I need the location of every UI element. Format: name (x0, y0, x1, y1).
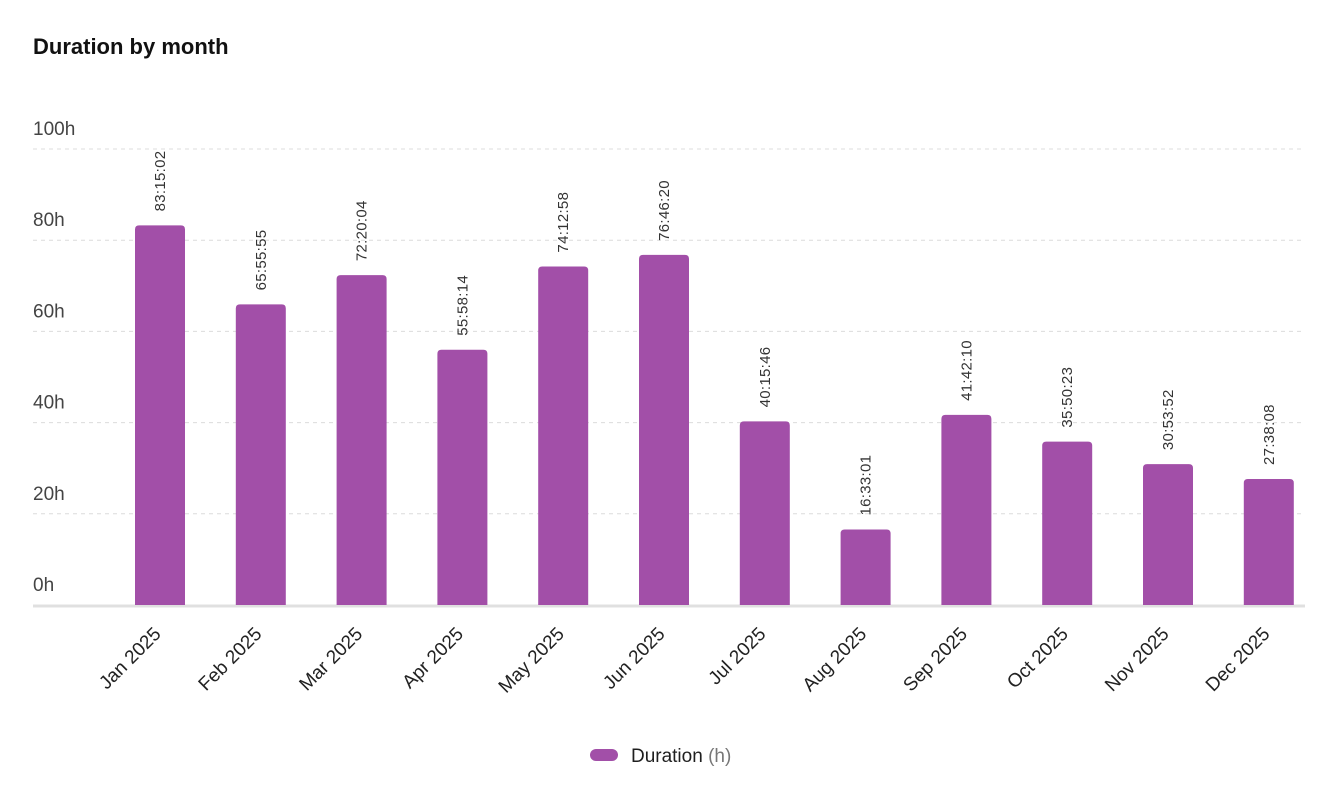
data-label: 72:20:04 (354, 200, 371, 261)
bar (840, 529, 891, 605)
duration-bar-chart: 0h 20h 40h 60h 80h 100h 83:15:02 Jan 2025 65:55:… (33, 119, 1305, 698)
x-tick-label: Feb 2025 (195, 624, 267, 696)
x-tick-label: Jul 2025 (705, 624, 771, 690)
bar (739, 421, 790, 605)
x-tick-label: Oct 2025 (1003, 624, 1072, 693)
bar (1243, 478, 1294, 605)
legend-series-name: Duration (630, 746, 703, 767)
x-tick-label: Dec 2025 (1202, 624, 1274, 696)
x-tick-label: Jan 2025 (95, 624, 165, 694)
bar (1042, 441, 1093, 605)
data-label: 65:55:55 (253, 230, 270, 291)
x-tick-label: Apr 2025 (399, 624, 468, 693)
y-tick-label: 40h (33, 393, 65, 414)
x-tick-label: Aug 2025 (799, 624, 871, 696)
legend[interactable]: Duration (h) (0, 746, 1321, 768)
chart-title: Duration by month (33, 34, 229, 59)
x-tick-label: Nov 2025 (1101, 624, 1173, 696)
data-label: 41:42:10 (958, 340, 975, 401)
bar (538, 266, 589, 605)
y-tick-label: 80h (33, 210, 65, 231)
bar (941, 414, 992, 605)
data-label: 16:33:01 (858, 455, 875, 516)
x-tick-label: Sep 2025 (900, 624, 972, 696)
bar (336, 275, 387, 605)
x-tick-label: May 2025 (495, 624, 569, 698)
data-label: 83:15:02 (152, 151, 169, 212)
data-label: 74:12:58 (555, 192, 572, 253)
bar (639, 254, 689, 605)
data-label: 40:15:46 (757, 347, 774, 408)
data-label: 27:38:08 (1261, 404, 1278, 465)
data-label: 35:50:23 (1059, 367, 1076, 428)
y-tick-label: 60h (33, 301, 65, 322)
data-label: 76:46:20 (656, 180, 673, 241)
x-tick-label: Jun 2025 (599, 624, 669, 694)
bar (1143, 464, 1193, 605)
legend-swatch (589, 748, 618, 761)
bar (135, 225, 185, 605)
y-tick-label: 20h (33, 484, 65, 505)
data-label: 30:53:52 (1160, 389, 1177, 450)
legend-series-unit: (h) (708, 746, 732, 767)
y-tick-label: 0h (33, 575, 54, 596)
x-tick-label: Mar 2025 (296, 624, 368, 696)
bar (437, 349, 488, 605)
bar (235, 304, 286, 605)
y-tick-label: 100h (33, 119, 75, 140)
data-label: 55:58:14 (454, 275, 471, 336)
